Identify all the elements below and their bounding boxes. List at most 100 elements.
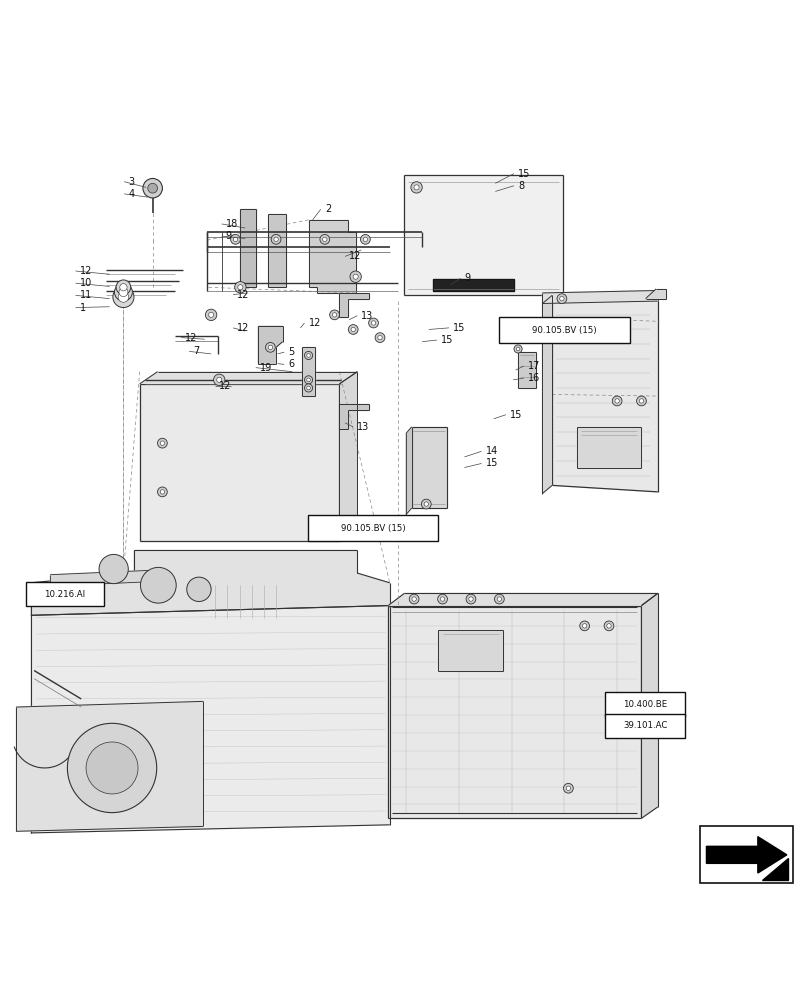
Polygon shape <box>31 550 389 615</box>
Circle shape <box>375 333 384 342</box>
Polygon shape <box>16 701 203 831</box>
Circle shape <box>611 396 621 406</box>
Polygon shape <box>542 291 657 303</box>
Text: 8: 8 <box>517 181 524 191</box>
Polygon shape <box>139 372 357 384</box>
Circle shape <box>437 594 447 604</box>
Text: 13: 13 <box>361 311 373 321</box>
Circle shape <box>468 597 473 601</box>
Polygon shape <box>258 326 282 364</box>
Text: 12: 12 <box>349 251 361 261</box>
Circle shape <box>217 377 221 382</box>
Circle shape <box>410 182 422 193</box>
Circle shape <box>353 274 358 279</box>
Text: 10.400.BE: 10.400.BE <box>622 700 667 709</box>
Text: 15: 15 <box>509 410 521 420</box>
Circle shape <box>99 554 128 584</box>
Polygon shape <box>645 289 665 299</box>
Polygon shape <box>517 352 535 388</box>
Circle shape <box>516 347 519 351</box>
Circle shape <box>213 374 225 386</box>
Polygon shape <box>542 295 551 494</box>
Circle shape <box>368 318 378 328</box>
Circle shape <box>148 183 157 193</box>
Circle shape <box>120 284 127 291</box>
Circle shape <box>116 280 131 295</box>
Circle shape <box>363 237 367 242</box>
Polygon shape <box>706 837 786 873</box>
Circle shape <box>556 294 566 303</box>
Polygon shape <box>308 220 355 293</box>
Bar <box>699 826 792 883</box>
Polygon shape <box>641 593 657 818</box>
Polygon shape <box>50 570 162 586</box>
Circle shape <box>265 342 275 352</box>
Circle shape <box>421 499 431 509</box>
Circle shape <box>360 234 370 244</box>
Text: 15: 15 <box>440 335 453 345</box>
Circle shape <box>329 310 339 320</box>
Circle shape <box>208 312 213 317</box>
Circle shape <box>559 296 564 301</box>
Text: 13: 13 <box>357 422 369 432</box>
Circle shape <box>86 742 138 794</box>
Text: 19: 19 <box>260 363 272 373</box>
Polygon shape <box>404 175 562 295</box>
Text: 12: 12 <box>308 318 320 328</box>
Text: 2: 2 <box>324 204 331 214</box>
Circle shape <box>157 438 167 448</box>
Text: 15: 15 <box>453 323 465 333</box>
Circle shape <box>160 490 165 494</box>
Circle shape <box>638 399 643 403</box>
Circle shape <box>494 594 504 604</box>
Polygon shape <box>339 293 369 317</box>
Text: 9: 9 <box>225 231 232 241</box>
Circle shape <box>140 567 176 603</box>
Circle shape <box>440 597 444 601</box>
Circle shape <box>230 234 240 244</box>
Circle shape <box>563 783 573 793</box>
Polygon shape <box>339 404 369 429</box>
Circle shape <box>268 345 272 350</box>
Polygon shape <box>239 209 255 287</box>
Text: 39.101.AC: 39.101.AC <box>622 721 667 730</box>
Circle shape <box>234 282 246 293</box>
Text: 6: 6 <box>288 359 294 369</box>
Polygon shape <box>139 384 339 541</box>
Circle shape <box>322 237 327 242</box>
Text: 11: 11 <box>79 290 92 300</box>
Text: 1: 1 <box>79 303 86 313</box>
Circle shape <box>238 285 242 290</box>
Circle shape <box>118 288 127 297</box>
Text: 14: 14 <box>485 446 497 456</box>
Circle shape <box>160 441 165 445</box>
Circle shape <box>271 234 281 244</box>
FancyBboxPatch shape <box>604 714 684 738</box>
Text: 7: 7 <box>193 346 200 356</box>
Circle shape <box>409 594 418 604</box>
Text: 12: 12 <box>237 290 249 300</box>
Circle shape <box>320 234 329 244</box>
Polygon shape <box>551 295 657 492</box>
Circle shape <box>496 597 501 601</box>
Circle shape <box>350 271 361 282</box>
Circle shape <box>307 378 310 382</box>
Text: 12: 12 <box>219 381 231 391</box>
Circle shape <box>113 286 134 308</box>
Text: 10.216.AI: 10.216.AI <box>45 590 85 599</box>
Text: 90.105.BV (15): 90.105.BV (15) <box>532 326 596 335</box>
Circle shape <box>636 396 646 406</box>
Circle shape <box>304 351 312 360</box>
Circle shape <box>205 309 217 321</box>
Text: 16: 16 <box>527 373 539 383</box>
Text: 12: 12 <box>185 333 197 343</box>
Polygon shape <box>268 214 285 287</box>
FancyBboxPatch shape <box>26 582 104 606</box>
Circle shape <box>466 594 475 604</box>
Polygon shape <box>388 606 641 818</box>
Circle shape <box>371 321 375 325</box>
Circle shape <box>350 327 355 332</box>
Polygon shape <box>406 427 411 515</box>
Text: 18: 18 <box>225 219 238 229</box>
Circle shape <box>606 624 611 628</box>
